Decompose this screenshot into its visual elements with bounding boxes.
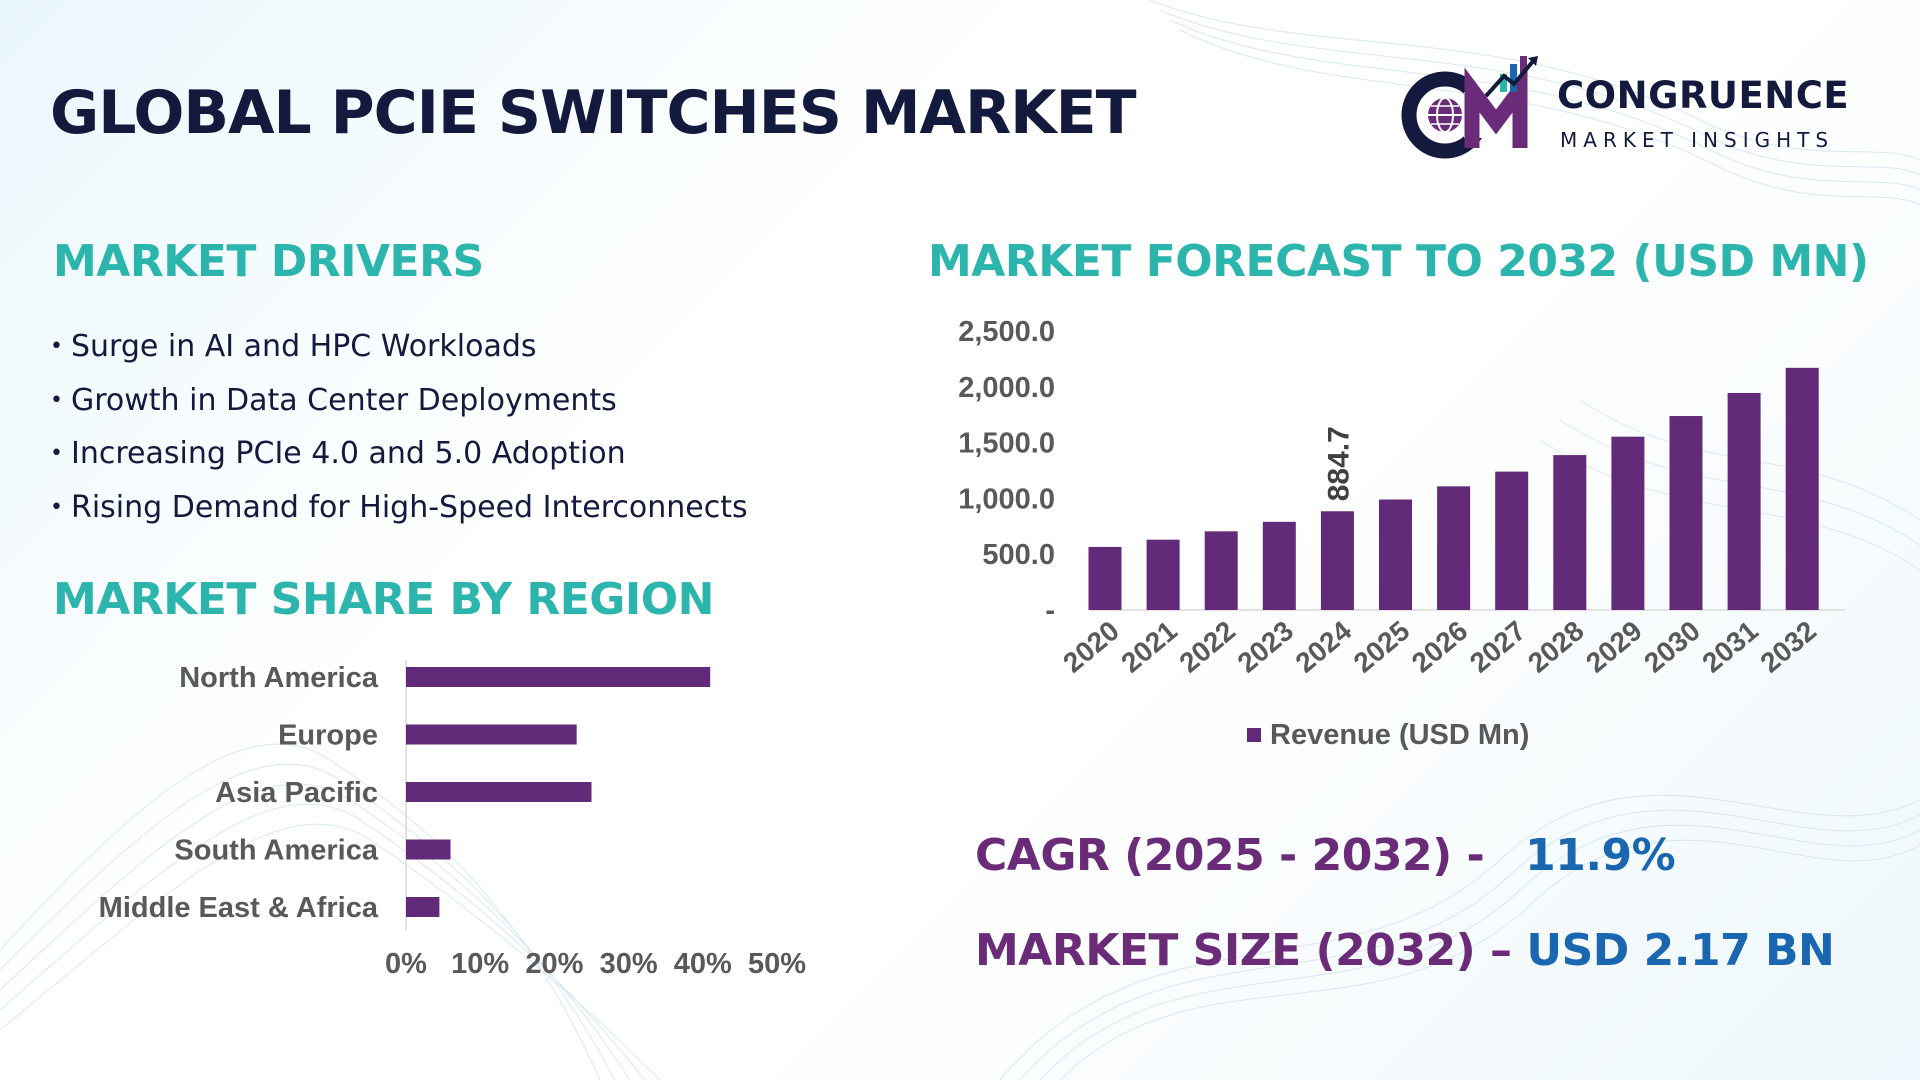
region-label: South America bbox=[174, 835, 378, 867]
forecast-bar bbox=[1495, 471, 1529, 610]
legend-swatch bbox=[1247, 728, 1261, 742]
forecast-x-tick: 2022 bbox=[1173, 615, 1241, 679]
cagr-label: CAGR (2025 - 2032) - bbox=[975, 830, 1485, 881]
forecast-bar bbox=[1088, 546, 1122, 610]
forecast-x-tick: 2031 bbox=[1696, 615, 1764, 679]
forecast-y-tick: 2,500.0 bbox=[958, 316, 1055, 348]
forecast-bar bbox=[1553, 455, 1587, 610]
market-forecast-heading: MARKET FORECAST TO 2032 (USD MN) bbox=[928, 236, 1869, 287]
forecast-y-tick: 1,500.0 bbox=[958, 428, 1055, 460]
region-share-chart: North America Europe Asia Pacific South Ame… bbox=[99, 660, 806, 980]
legend-label: Revenue (USD Mn) bbox=[1270, 719, 1529, 751]
forecast-x-tick: 2029 bbox=[1580, 615, 1648, 679]
forecast-bar bbox=[1146, 539, 1180, 610]
forecast-x-tick: 2032 bbox=[1754, 615, 1822, 679]
region-bar bbox=[406, 839, 451, 860]
forecast-bar bbox=[1379, 499, 1412, 610]
forecast-bar bbox=[1262, 521, 1296, 610]
forecast-bar bbox=[1611, 436, 1645, 610]
logo-mark-icon bbox=[1401, 56, 1538, 159]
forecast-x-tick: 2026 bbox=[1406, 615, 1474, 679]
region-bar bbox=[406, 667, 711, 687]
region-bar bbox=[406, 782, 592, 802]
market-drivers-list: Surge in AI and HPC Workloads Growth in … bbox=[50, 320, 748, 534]
market-size-stat: MARKET SIZE (2032) – USD 2.17 BN bbox=[975, 925, 1835, 976]
forecast-bar bbox=[1437, 486, 1471, 610]
cagr-value: 11.9% bbox=[1525, 830, 1676, 881]
forecast-y-tick: 2,000.0 bbox=[958, 372, 1055, 404]
region-bar bbox=[406, 897, 440, 917]
forecast-bar bbox=[1669, 416, 1703, 610]
company-logo: CONGRUENCE MARKET INSIGHTS bbox=[1400, 52, 1880, 162]
market-size-label: MARKET SIZE (2032) – bbox=[975, 925, 1512, 976]
region-x-tick: 40% bbox=[674, 948, 732, 980]
region-x-tick: 20% bbox=[525, 948, 583, 980]
forecast-x-tick: 2021 bbox=[1115, 615, 1183, 679]
forecast-y-tick: 1,000.0 bbox=[958, 483, 1055, 515]
forecast-x-tick: 2024 bbox=[1290, 615, 1358, 679]
forecast-x-tick: 2030 bbox=[1638, 615, 1706, 679]
cagr-stat: CAGR (2025 - 2032) - 11.9% bbox=[975, 830, 1676, 881]
driver-item: Increasing PCIe 4.0 and 5.0 Adoption bbox=[50, 427, 748, 481]
forecast-bar bbox=[1727, 392, 1761, 610]
region-x-tick: 0% bbox=[385, 948, 427, 980]
driver-item: Surge in AI and HPC Workloads bbox=[50, 320, 748, 374]
forecast-bar bbox=[1204, 531, 1238, 610]
region-label: Europe bbox=[278, 720, 378, 752]
region-x-tick: 50% bbox=[748, 948, 806, 980]
logo-name: CONGRUENCE bbox=[1557, 74, 1850, 117]
market-share-region-heading: MARKET SHARE BY REGION bbox=[53, 574, 715, 625]
driver-item: Rising Demand for High-Speed Interconnec… bbox=[50, 481, 748, 535]
forecast-x-tick: 2020 bbox=[1057, 615, 1125, 679]
forecast-x-tick: 2027 bbox=[1464, 615, 1532, 679]
logo-tagline: MARKET INSIGHTS bbox=[1560, 128, 1835, 152]
region-label: Middle East & Africa bbox=[99, 892, 379, 924]
market-drivers-heading: MARKET DRIVERS bbox=[53, 236, 484, 287]
forecast-data-label: 884.7 bbox=[1322, 426, 1355, 501]
forecast-y-tick: - bbox=[1045, 595, 1055, 627]
page-title: GLOBAL PCIE SWITCHES MARKET bbox=[50, 78, 1137, 148]
forecast-x-tick: 2023 bbox=[1232, 615, 1300, 679]
region-x-tick: 10% bbox=[451, 948, 509, 980]
driver-item: Growth in Data Center Deployments bbox=[50, 374, 748, 428]
forecast-x-tick: 2028 bbox=[1522, 615, 1590, 679]
region-x-tick: 30% bbox=[600, 948, 658, 980]
forecast-x-tick: 2025 bbox=[1348, 615, 1416, 679]
forecast-bar bbox=[1320, 511, 1354, 610]
forecast-bar bbox=[1785, 367, 1819, 610]
market-size-value: USD 2.17 BN bbox=[1526, 925, 1835, 976]
region-label: Asia Pacific bbox=[215, 777, 378, 809]
region-label: North America bbox=[179, 662, 379, 694]
forecast-y-tick: 500.0 bbox=[982, 539, 1055, 571]
region-bar bbox=[406, 724, 577, 745]
market-forecast-chart: -500.01,000.01,500.02,000.02,500.0 20202… bbox=[958, 316, 1845, 751]
